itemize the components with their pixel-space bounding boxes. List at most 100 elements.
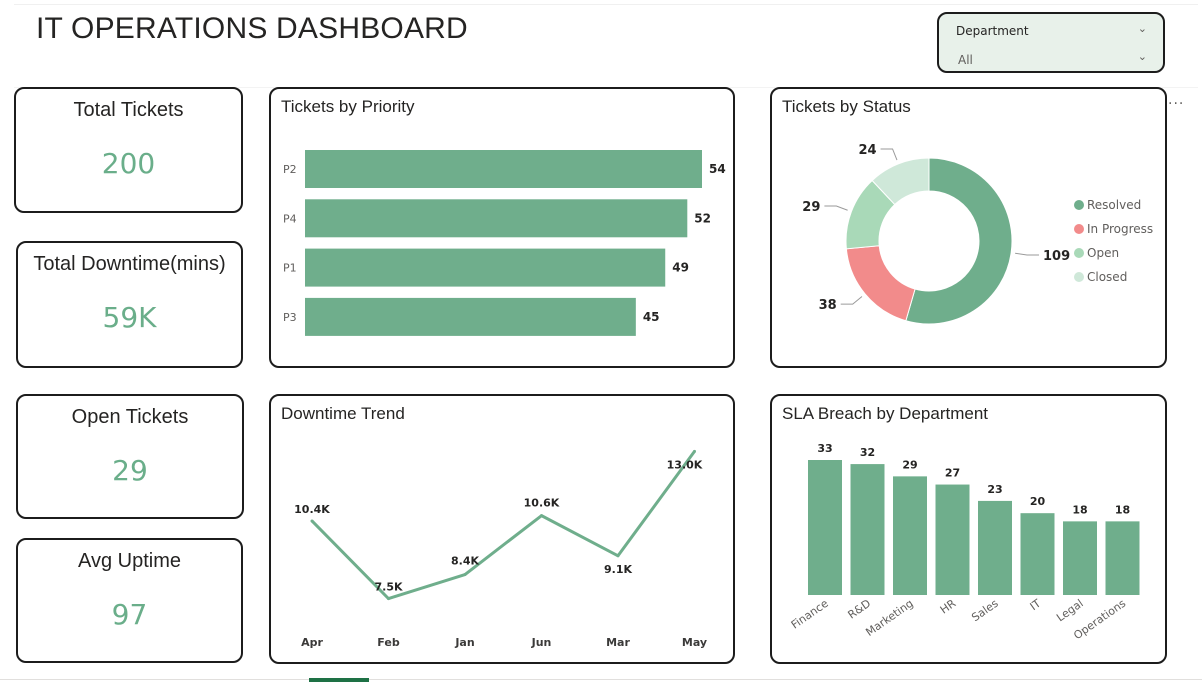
- legend-marker: [1074, 200, 1084, 210]
- bar-data-label: 33: [817, 442, 832, 455]
- bar-data-label: 18: [1115, 503, 1130, 516]
- chart-title: SLA Breach by Department: [782, 404, 989, 423]
- chart-title: Tickets by Status: [782, 97, 911, 116]
- priority-bar: [305, 150, 702, 188]
- sla-bar: [978, 500, 1012, 595]
- chevron-down-icon[interactable]: ⌄: [1137, 50, 1147, 63]
- bar-data-label: 20: [1030, 495, 1046, 508]
- x-tick-label: Jan: [454, 636, 474, 649]
- kpi-card-open-tickets[interactable]: Open Tickets 29: [16, 394, 244, 519]
- donut-slice: [905, 157, 1013, 325]
- kpi-title: Total Downtime(mins): [33, 253, 226, 275]
- legend-marker: [1074, 224, 1084, 234]
- legend-label: Resolved: [1087, 198, 1141, 212]
- bar-category-label: P4: [283, 212, 297, 225]
- slice-data-label: 24: [858, 143, 876, 158]
- trend-point: [387, 597, 390, 601]
- x-tick-label: Apr: [301, 636, 323, 649]
- sla-bar: [1105, 521, 1140, 595]
- trend-data-label: 9.1K: [604, 563, 632, 576]
- bar-category-label: P1: [283, 262, 297, 275]
- slice-leader-line: [840, 296, 863, 305]
- kpi-title: Open Tickets: [71, 406, 189, 428]
- kpi-value: 29: [112, 454, 148, 487]
- priority-chart-card[interactable]: Tickets by Priority P2 54 P4 52 P1 49 P3 45: [269, 87, 735, 368]
- chart-title: Downtime Trend: [281, 404, 405, 423]
- kpi-card-total-tickets[interactable]: Total Tickets 200: [14, 87, 243, 213]
- slice-data-label: 38: [819, 298, 837, 313]
- kpi-card-total-downtime[interactable]: Total Downtime(mins) 59K: [16, 241, 243, 368]
- more-options-icon[interactable]: ···: [1168, 96, 1185, 112]
- bar-data-label: 52: [694, 211, 711, 225]
- sla-bar-chart: 33 Finance 32 R&D 29 Marketing 27 HR 23 Sales 20 IT…: [789, 442, 1140, 642]
- priority-bar: [305, 248, 666, 287]
- x-tick-label: Finance: [789, 597, 831, 632]
- bar-data-label: 32: [860, 446, 875, 459]
- sla-bar: [1020, 513, 1055, 595]
- kpi-card-avg-uptime[interactable]: Avg Uptime 97: [16, 538, 243, 663]
- x-tick-label: Jun: [531, 636, 552, 649]
- bar-data-label: 27: [945, 467, 960, 480]
- trend-point: [540, 514, 543, 518]
- x-tick-label: Legal: [1054, 597, 1086, 625]
- x-tick-label: Sales: [969, 597, 1001, 625]
- sla-breach-card[interactable]: SLA Breach by Department 33 Finance 32 R&D 2…: [770, 394, 1167, 664]
- kpi-title: Avg Uptime: [77, 550, 181, 572]
- chart-title: Tickets by Priority: [281, 97, 415, 116]
- slice-data-label: 109: [1043, 249, 1070, 264]
- trend-data-label: 8.4K: [451, 555, 479, 568]
- slice-leader-line: [824, 205, 848, 211]
- sla-bar: [893, 476, 927, 595]
- status-chart-card[interactable]: Tickets by Status 109 38 29 24 Resolved In Pr…: [770, 87, 1167, 368]
- legend-label: Open: [1087, 246, 1119, 260]
- trend-point: [693, 449, 696, 453]
- active-page-tab[interactable]: [309, 678, 369, 682]
- x-tick-label: Feb: [377, 636, 400, 649]
- slicer-value[interactable]: All: [958, 53, 973, 67]
- trend-data-label: 7.5K: [374, 581, 402, 594]
- downtime-line-chart: 10.4K Apr 7.5K Feb 8.4K Jan 10.6K Jun 9.1K Mar 13.…: [294, 449, 707, 649]
- slice-data-label: 29: [802, 200, 820, 215]
- bar-data-label: 23: [987, 483, 1002, 496]
- legend-label: In Progress: [1087, 222, 1153, 236]
- x-tick-label: May: [682, 636, 707, 649]
- sla-bar: [1063, 521, 1097, 595]
- x-tick-label: HR: [938, 597, 959, 617]
- bar-data-label: 29: [902, 458, 917, 471]
- kpi-value: 59K: [102, 301, 157, 334]
- kpi-title: Total Tickets: [73, 99, 184, 121]
- bar-category-label: P2: [283, 163, 297, 176]
- slice-leader-line: [1015, 252, 1040, 256]
- downtime-trend-card[interactable]: Downtime Trend 10.4K Apr 7.5K Feb 8.4K Jan 10.…: [269, 394, 735, 664]
- trend-data-label: 13.0K: [667, 458, 703, 471]
- bar-data-label: 49: [672, 261, 689, 275]
- donut-slice: [845, 245, 916, 322]
- bar-category-label: P3: [283, 311, 297, 324]
- sla-bar: [808, 460, 842, 595]
- x-tick-label: IT: [1028, 597, 1044, 614]
- slice-leader-line: [880, 148, 898, 161]
- donut-slice: [871, 157, 930, 206]
- trend-point: [463, 573, 467, 577]
- trend-series-line: [310, 450, 696, 601]
- trend-data-label: 10.4K: [294, 503, 330, 516]
- bar-data-label: 18: [1072, 503, 1087, 516]
- trend-data-label: 10.6K: [524, 497, 560, 510]
- sla-bar: [850, 464, 885, 595]
- trend-point: [616, 554, 620, 558]
- bar-data-label: 45: [643, 310, 660, 324]
- status-donut-chart: 109 38 29 24 Resolved In Progress Open Closed: [802, 143, 1153, 325]
- page-tabs-divider: [0, 679, 1202, 680]
- trend-point: [310, 519, 314, 523]
- kpi-value: 97: [111, 598, 148, 631]
- department-slicer[interactable]: Department ⌄ All ⌄: [937, 12, 1165, 73]
- chevron-down-icon[interactable]: ⌄: [1137, 22, 1147, 35]
- page-title: IT OPERATIONS DASHBOARD: [36, 12, 468, 45]
- priority-bar-chart: P2 54 P4 52 P1 49 P3 45: [283, 150, 726, 336]
- legend-label: Closed: [1087, 270, 1127, 284]
- priority-bar: [305, 297, 636, 336]
- priority-bar: [305, 199, 688, 238]
- x-tick-label: Marketing: [863, 597, 915, 639]
- bar-data-label: 54: [709, 162, 726, 176]
- x-tick-label: Mar: [606, 636, 630, 649]
